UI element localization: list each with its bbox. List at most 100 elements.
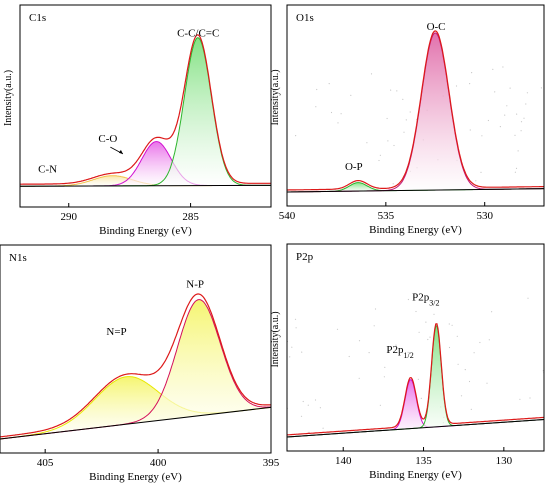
- noise-point: [471, 72, 473, 74]
- y-axis-label: Intensity(a.u.): [270, 311, 281, 367]
- noise-point: [373, 325, 375, 327]
- baseline-line: [20, 184, 271, 187]
- x-tick-label: 290: [60, 211, 77, 223]
- noise-point: [529, 397, 531, 399]
- noise-point: [509, 87, 511, 89]
- peak-fill-n-p: [0, 376, 271, 439]
- noise-point: [448, 323, 450, 325]
- noise-point: [370, 73, 373, 75]
- noise-point: [358, 377, 360, 379]
- noise-point: [379, 404, 381, 406]
- baseline-line: [287, 419, 544, 438]
- noise-point: [337, 122, 339, 124]
- noise-point: [366, 142, 368, 144]
- noise-point: [295, 327, 297, 329]
- noise-point: [328, 83, 330, 85]
- noise-point: [487, 119, 489, 122]
- noise-point: [340, 113, 342, 115]
- noise-point: [457, 363, 459, 365]
- noise-point: [336, 328, 339, 330]
- noise-point: [451, 324, 453, 326]
- plot-frame: [0, 244, 272, 454]
- noise-point: [460, 395, 463, 397]
- noise-point: [433, 313, 435, 315]
- chart-panel-p2p: 140 135 130 P2p Binding Energy (eV) Intensity…: [270, 243, 545, 481]
- noise-point: [464, 369, 466, 371]
- noise-point: [514, 134, 516, 136]
- envelope-line: [20, 34, 271, 185]
- noise-point: [481, 135, 483, 137]
- peak-label: P2p3/2: [412, 292, 439, 308]
- plot-frame: [286, 4, 545, 207]
- noise-point: [405, 119, 407, 121]
- peak-fill-p2p1-2: [287, 379, 544, 437]
- noise-point: [469, 129, 471, 131]
- noise-point: [384, 366, 386, 368]
- noise-point: [492, 68, 494, 70]
- noise-point: [350, 94, 352, 96]
- noise-point: [294, 318, 297, 320]
- noise-point: [520, 130, 522, 132]
- noise-point: [499, 126, 501, 128]
- noise-point: [300, 415, 303, 417]
- noise-point: [523, 117, 525, 119]
- peak-label: O-P: [345, 161, 363, 173]
- noise-point: [330, 111, 333, 114]
- noise-point: [301, 351, 303, 353]
- chart-panel-c1s: 290 285 C1s Binding Energy (eV) Intensity(a.…: [3, 4, 272, 237]
- noise-point: [515, 167, 518, 169]
- chart-panel-n1s: 405 400 395 N1s Binding Energy (eV) Intensity…: [0, 244, 280, 483]
- x-axis-label: Binding Energy (eV): [369, 469, 462, 481]
- noise-point: [316, 88, 318, 91]
- noise-point: [415, 310, 417, 313]
- noise-point: [470, 408, 472, 410]
- noise-point: [307, 404, 309, 406]
- noise-point: [322, 427, 324, 429]
- peak-fill-c-c-c-c: [20, 37, 271, 187]
- noise-point: [314, 399, 317, 401]
- noise-point: [390, 89, 392, 91]
- peak-fill-n-p: [0, 299, 271, 439]
- x-tick-label: 140: [335, 455, 352, 467]
- plot-area: [287, 30, 544, 193]
- envelope-line: [0, 293, 271, 438]
- noise-point: [427, 338, 429, 341]
- noise-point: [473, 352, 475, 354]
- noise-point: [383, 376, 385, 378]
- x-tick-label: 400: [150, 457, 167, 469]
- x-tick-label: 535: [378, 210, 395, 222]
- noise-point: [418, 331, 420, 333]
- noise-point: [519, 398, 521, 400]
- noise-point: [368, 352, 370, 354]
- noise-point: [395, 344, 397, 346]
- noise-point: [393, 144, 395, 147]
- noise-point: [502, 66, 504, 68]
- noise-point: [348, 355, 350, 358]
- envelope-line: [287, 323, 544, 436]
- baseline-line: [0, 406, 271, 440]
- plot-frame: [286, 243, 545, 452]
- x-tick-label: 405: [37, 457, 54, 469]
- noise-point: [429, 336, 431, 338]
- noise-point: [514, 171, 517, 173]
- noise-point: [378, 159, 380, 162]
- noise-point: [319, 407, 321, 409]
- plot-area: [0, 293, 271, 440]
- baseline-line: [287, 188, 544, 193]
- noise-point: [517, 150, 519, 152]
- x-tick-label: 285: [182, 211, 199, 223]
- noise-point: [506, 105, 508, 107]
- noise-point: [358, 340, 361, 342]
- panel-title: N1s: [9, 252, 27, 264]
- noise-point: [407, 298, 409, 301]
- noise-point: [520, 121, 523, 123]
- noise-point: [392, 183, 394, 185]
- noise-point: [402, 98, 404, 100]
- noise-point: [486, 382, 488, 384]
- noise-point: [396, 90, 398, 92]
- noise-point: [455, 85, 458, 87]
- arrow-head: [118, 149, 123, 154]
- peak-label: C-N: [38, 164, 57, 176]
- peak-label: O-C: [427, 21, 446, 33]
